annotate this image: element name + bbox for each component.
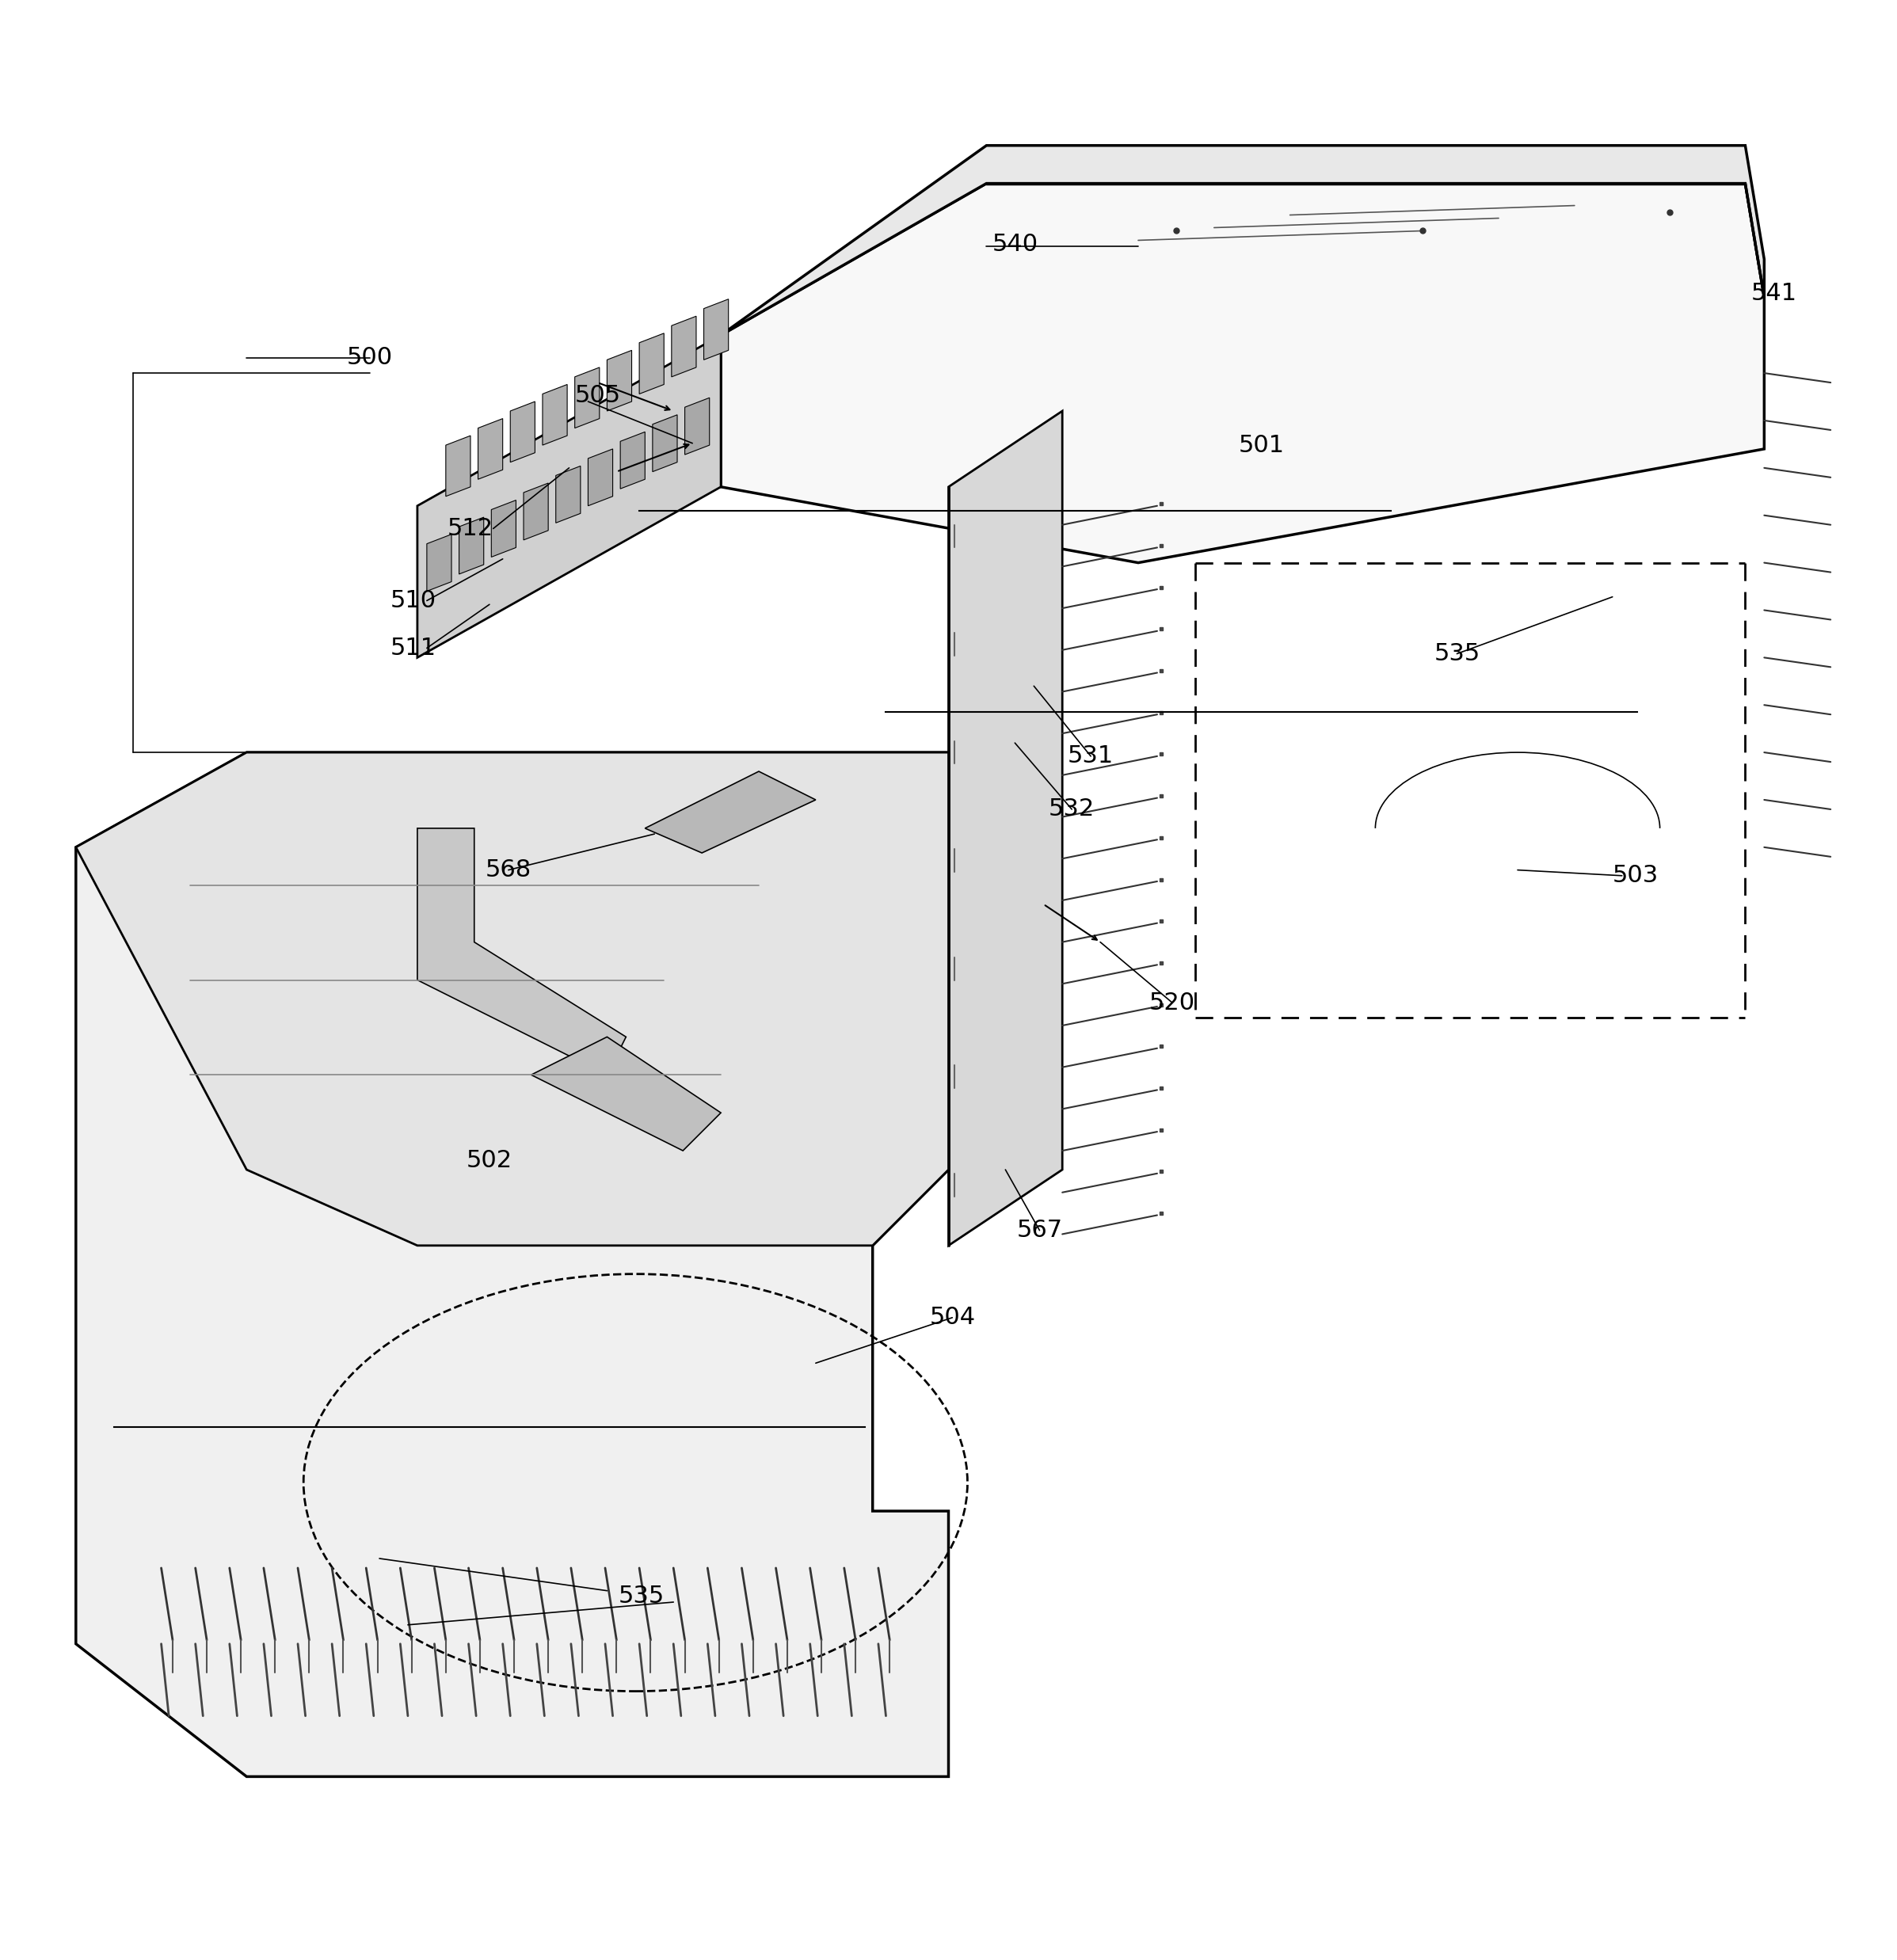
Polygon shape [427, 535, 451, 592]
Text: 540: 540 [992, 233, 1038, 255]
Polygon shape [478, 419, 503, 480]
Polygon shape [672, 316, 696, 376]
Polygon shape [524, 482, 548, 539]
Text: 500: 500 [347, 347, 393, 368]
Text: 511: 511 [391, 637, 436, 661]
Text: 535: 535 [1434, 643, 1480, 664]
Text: 502: 502 [467, 1149, 512, 1172]
Text: 503: 503 [1612, 864, 1658, 888]
Polygon shape [948, 412, 1062, 1245]
Polygon shape [685, 398, 709, 455]
Polygon shape [446, 435, 470, 496]
Text: 541: 541 [1751, 282, 1796, 306]
Polygon shape [417, 335, 721, 657]
Polygon shape [575, 367, 599, 427]
Text: 520: 520 [1150, 992, 1195, 1013]
Polygon shape [620, 431, 645, 488]
Polygon shape [531, 1037, 721, 1151]
Polygon shape [556, 466, 580, 523]
Polygon shape [491, 500, 516, 557]
Polygon shape [721, 145, 1764, 335]
Text: 504: 504 [930, 1305, 975, 1329]
Text: 512: 512 [448, 517, 493, 541]
Polygon shape [588, 449, 613, 506]
Text: 567: 567 [1017, 1219, 1062, 1243]
Text: 532: 532 [1049, 798, 1095, 821]
Text: 501: 501 [1239, 433, 1284, 457]
Polygon shape [510, 402, 535, 463]
Polygon shape [645, 772, 816, 853]
Text: 568: 568 [486, 858, 531, 882]
Polygon shape [543, 384, 567, 445]
Text: 531: 531 [1068, 745, 1114, 768]
Text: 505: 505 [575, 384, 620, 408]
Polygon shape [76, 753, 948, 1245]
Text: 535: 535 [618, 1586, 664, 1607]
Polygon shape [639, 333, 664, 394]
Polygon shape [459, 517, 484, 574]
Polygon shape [417, 829, 626, 1074]
Polygon shape [721, 184, 1764, 563]
Polygon shape [76, 753, 948, 1776]
Polygon shape [653, 416, 677, 472]
Polygon shape [704, 300, 728, 361]
Polygon shape [607, 351, 632, 412]
Text: 510: 510 [391, 590, 436, 612]
